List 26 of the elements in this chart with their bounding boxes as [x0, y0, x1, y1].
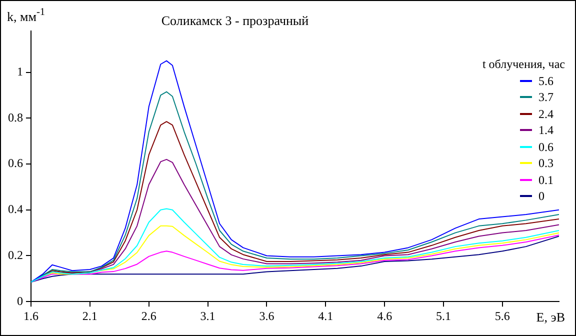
legend-label: 0	[538, 188, 544, 204]
y-tick-label: 0.2	[8, 248, 23, 262]
chart-title: Соликамск 3 - прозрачный	[161, 13, 309, 28]
x-tick-label: 3.1	[200, 308, 216, 323]
legend-label: 0.6	[538, 138, 554, 155]
y-tick-label: 1	[17, 64, 23, 78]
legend-title: t облучения, час	[482, 56, 565, 72]
x-tick-label: 4.6	[377, 308, 392, 323]
x-tick-label: 2.1	[82, 308, 98, 323]
y-tick-label: 0.6	[8, 156, 23, 170]
x-tick-label: 5.1	[436, 308, 451, 323]
x-axis-title: E, эВ	[536, 310, 566, 325]
y-tick-label: 0.4	[8, 202, 23, 216]
legend-label: 1.4	[538, 122, 554, 138]
x-tick-label: 5.6	[494, 308, 510, 323]
x-tick-label: 1.6	[24, 308, 38, 323]
legend-label: 0.3	[538, 155, 554, 172]
legend-label: 5.6	[538, 72, 554, 89]
legend-label: 2.4	[538, 106, 554, 122]
y-tick-label: 0.8	[8, 110, 23, 124]
x-tick-label: 4.1	[318, 308, 334, 323]
legend-label: 0.1	[538, 172, 554, 188]
y-tick-label: 0	[17, 294, 23, 308]
x-tick-label: 2.6	[141, 308, 156, 323]
x-tick-label: 3.6	[259, 308, 274, 323]
legend-label: 3.7	[538, 89, 554, 106]
